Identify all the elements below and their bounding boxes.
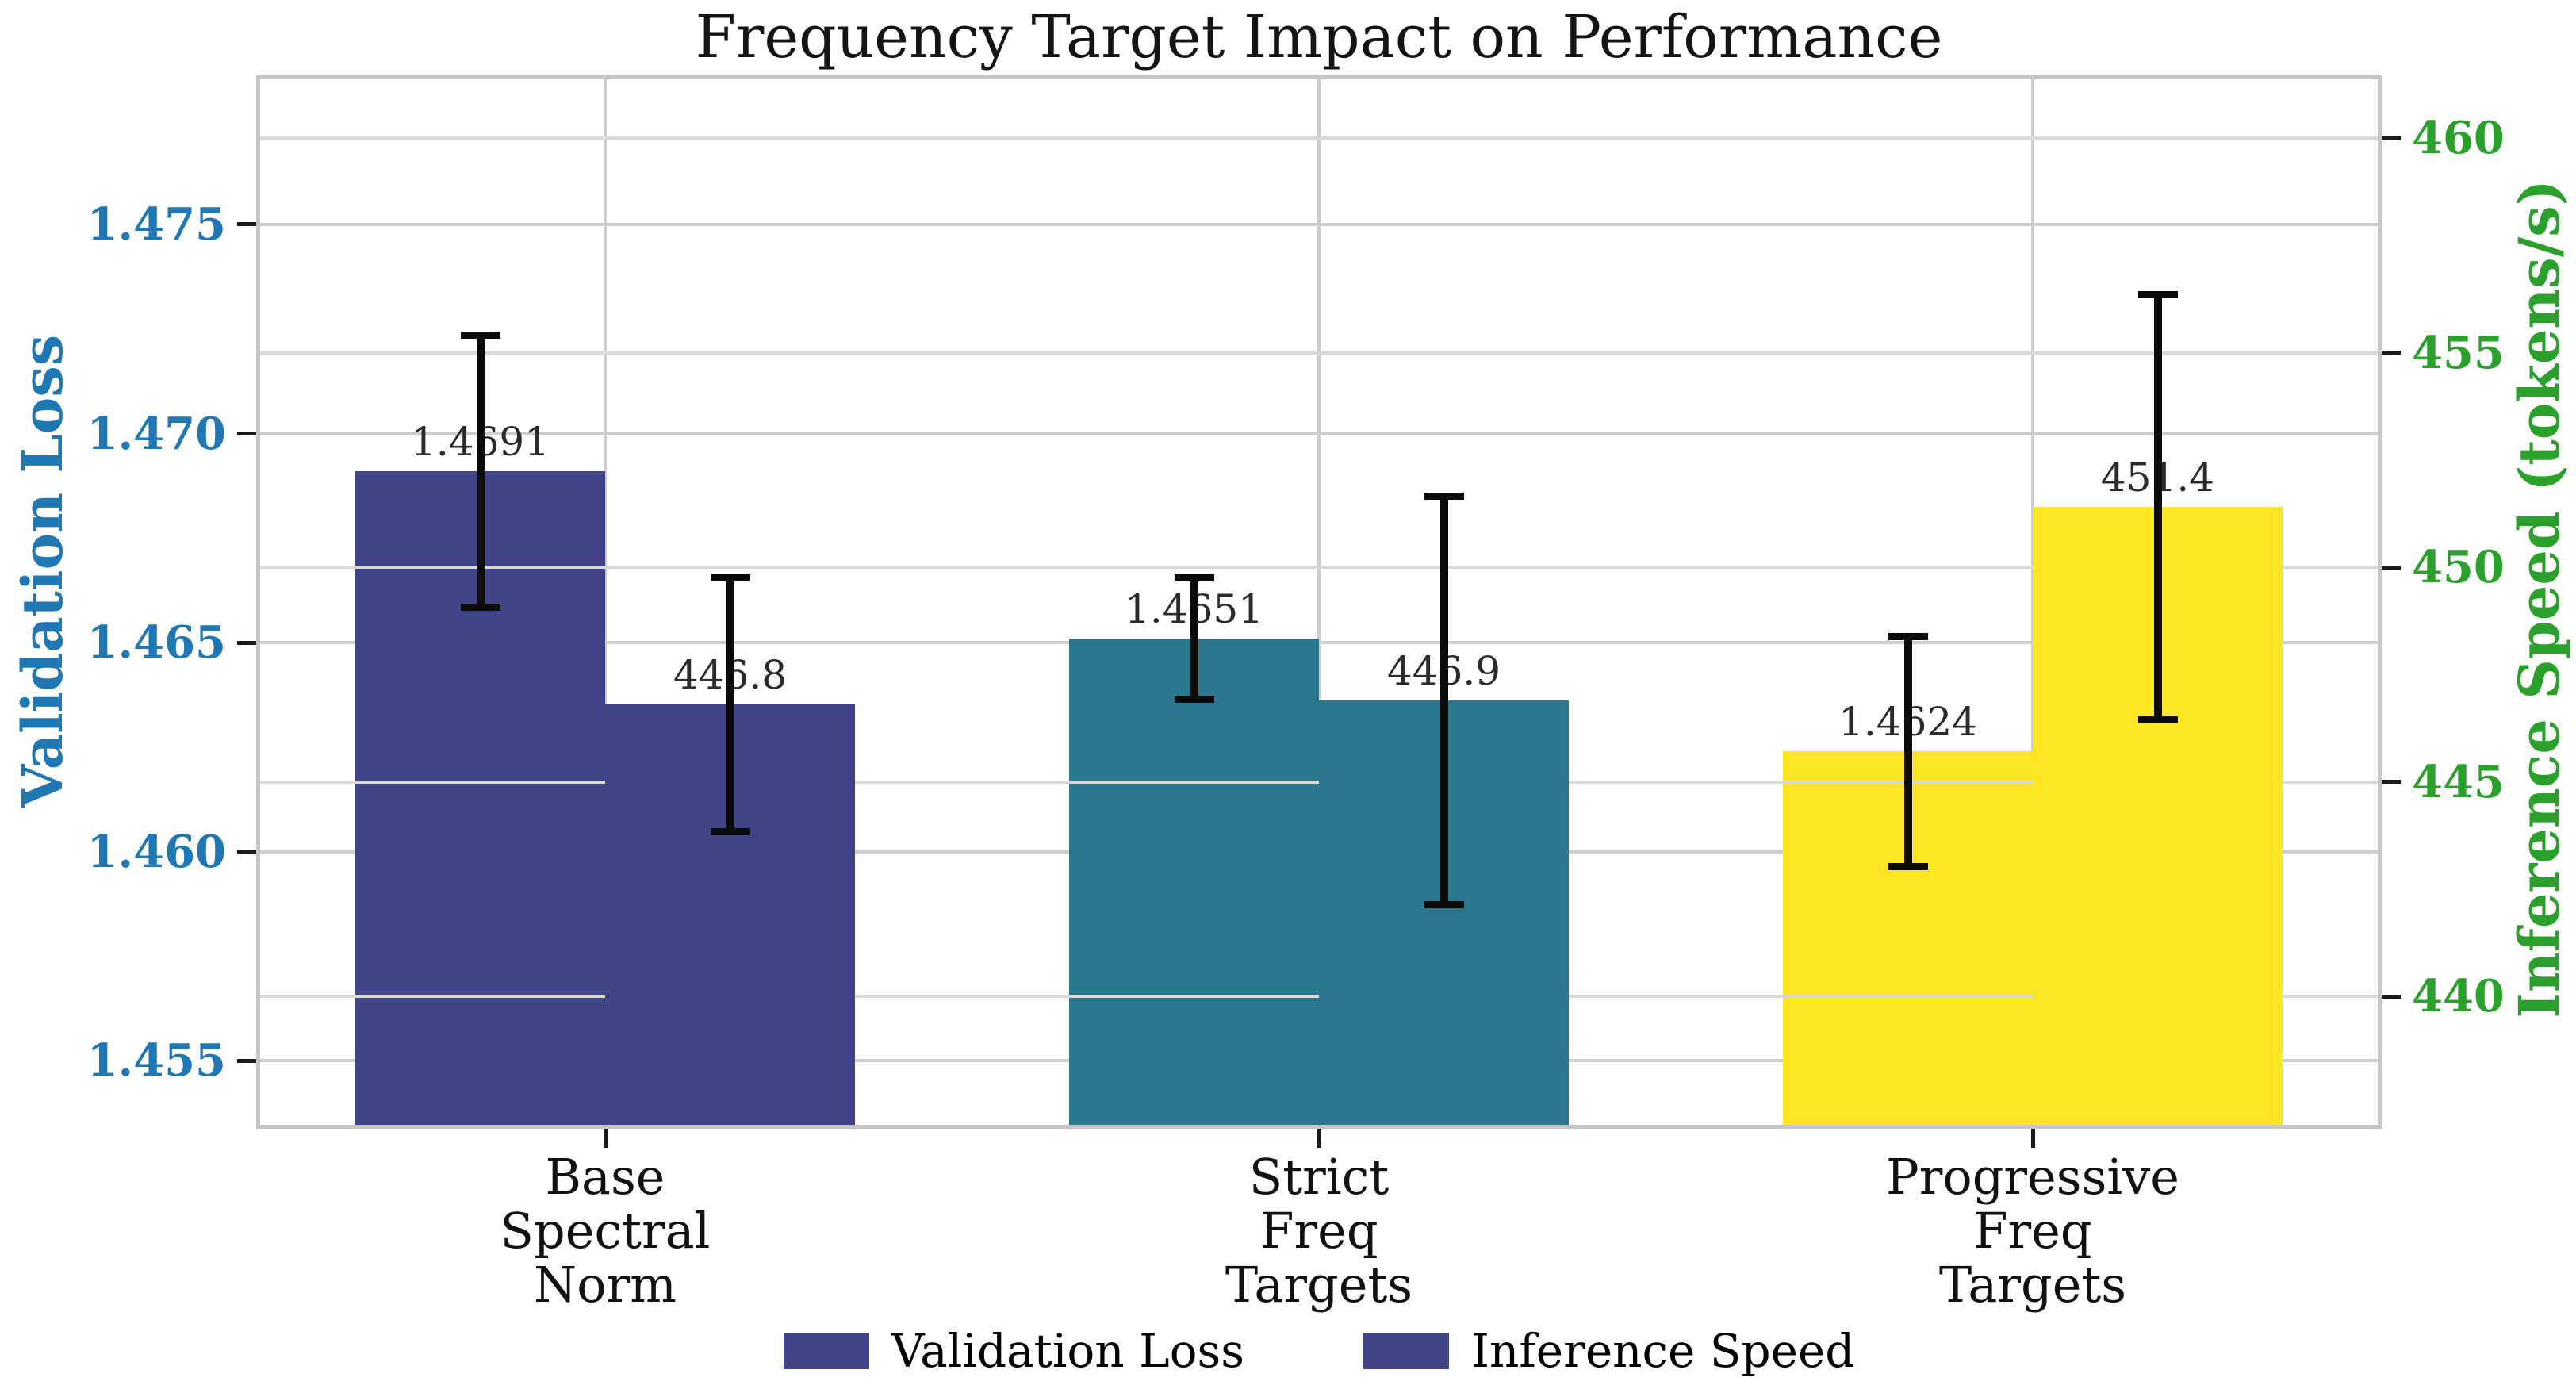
legend-label-0: Validation Loss xyxy=(891,1324,1245,1378)
gridline-vertical-0 xyxy=(604,79,607,1125)
gridline-vertical-1 xyxy=(1317,79,1321,1125)
x-category-line: Strict xyxy=(1248,1148,1390,1206)
legend: Validation Loss Inference Speed xyxy=(260,1323,2378,1379)
x-category-line: Freq xyxy=(1259,1202,1378,1260)
errorbar-inference-speed-0-line xyxy=(726,575,734,834)
errorbar-inference-speed-0-cap-bottom xyxy=(710,827,750,835)
errorbar-inference-speed-2-line xyxy=(2153,292,2162,722)
errorbar-validation-loss-1-cap-bottom xyxy=(1174,695,1214,703)
x-category-label-0: Base Spectral Norm xyxy=(328,1150,883,1312)
x-category-line: Base xyxy=(545,1148,665,1206)
errorbar-validation-loss-0-line xyxy=(476,333,485,609)
errorbar-inference-speed-2-cap-bottom xyxy=(2137,716,2178,723)
errorbar-validation-loss-2-cap-bottom xyxy=(1888,862,1928,870)
legend-entry-validation-loss: Validation Loss xyxy=(783,1324,1245,1378)
plot-area: 1.46911.46511.4624446.8446.9451.4 xyxy=(256,75,2382,1129)
x-category-label-2: Progressive Freq Targets xyxy=(1755,1150,2310,1312)
errorbar-validation-loss-1-line xyxy=(1190,575,1198,701)
x-category-line: Targets xyxy=(1225,1256,1413,1314)
gridline-right-450 xyxy=(260,566,2378,570)
errorbar-validation-loss-2-cap-top xyxy=(1888,632,1928,640)
gridline-left-1.470 xyxy=(260,432,2378,435)
errorbar-validation-loss-0-cap-top xyxy=(460,332,500,339)
gridline-left-1.475 xyxy=(260,222,2378,226)
legend-swatch-1 xyxy=(1363,1333,1450,1369)
errorbar-validation-loss-2-line xyxy=(1903,634,1912,869)
legend-label-1: Inference Speed xyxy=(1471,1324,1855,1378)
errorbar-inference-speed-1-cap-top xyxy=(1424,493,1464,501)
legend-swatch-0 xyxy=(783,1333,869,1369)
errorbar-validation-loss-0-cap-bottom xyxy=(460,603,500,611)
x-category-line: Targets xyxy=(1938,1256,2127,1314)
gridline-right-455 xyxy=(260,351,2378,355)
legend-entry-inference-speed: Inference Speed xyxy=(1363,1328,1854,1374)
gridline-left-1.465 xyxy=(260,641,2378,645)
bar-validation-loss-1 xyxy=(1069,638,1319,1125)
x-category-label-1: Strict Freq Targets xyxy=(1041,1150,1597,1312)
chart-title: Frequency Target Impact on Performance xyxy=(695,3,1943,71)
x-category-line: Norm xyxy=(533,1256,677,1314)
errorbar-validation-loss-1-cap-top xyxy=(1174,574,1214,581)
x-category-line: Progressive xyxy=(1886,1148,2179,1206)
x-category-line: Freq xyxy=(1973,1202,2092,1260)
errorbar-inference-speed-0-cap-top xyxy=(710,574,750,581)
errorbar-inference-speed-2-cap-top xyxy=(2137,290,2178,298)
x-category-line: Spectral xyxy=(500,1202,711,1260)
gridline-right-460 xyxy=(260,136,2378,140)
errorbar-inference-speed-1-cap-bottom xyxy=(1424,900,1464,908)
errorbar-inference-speed-1-line xyxy=(1439,494,1448,907)
